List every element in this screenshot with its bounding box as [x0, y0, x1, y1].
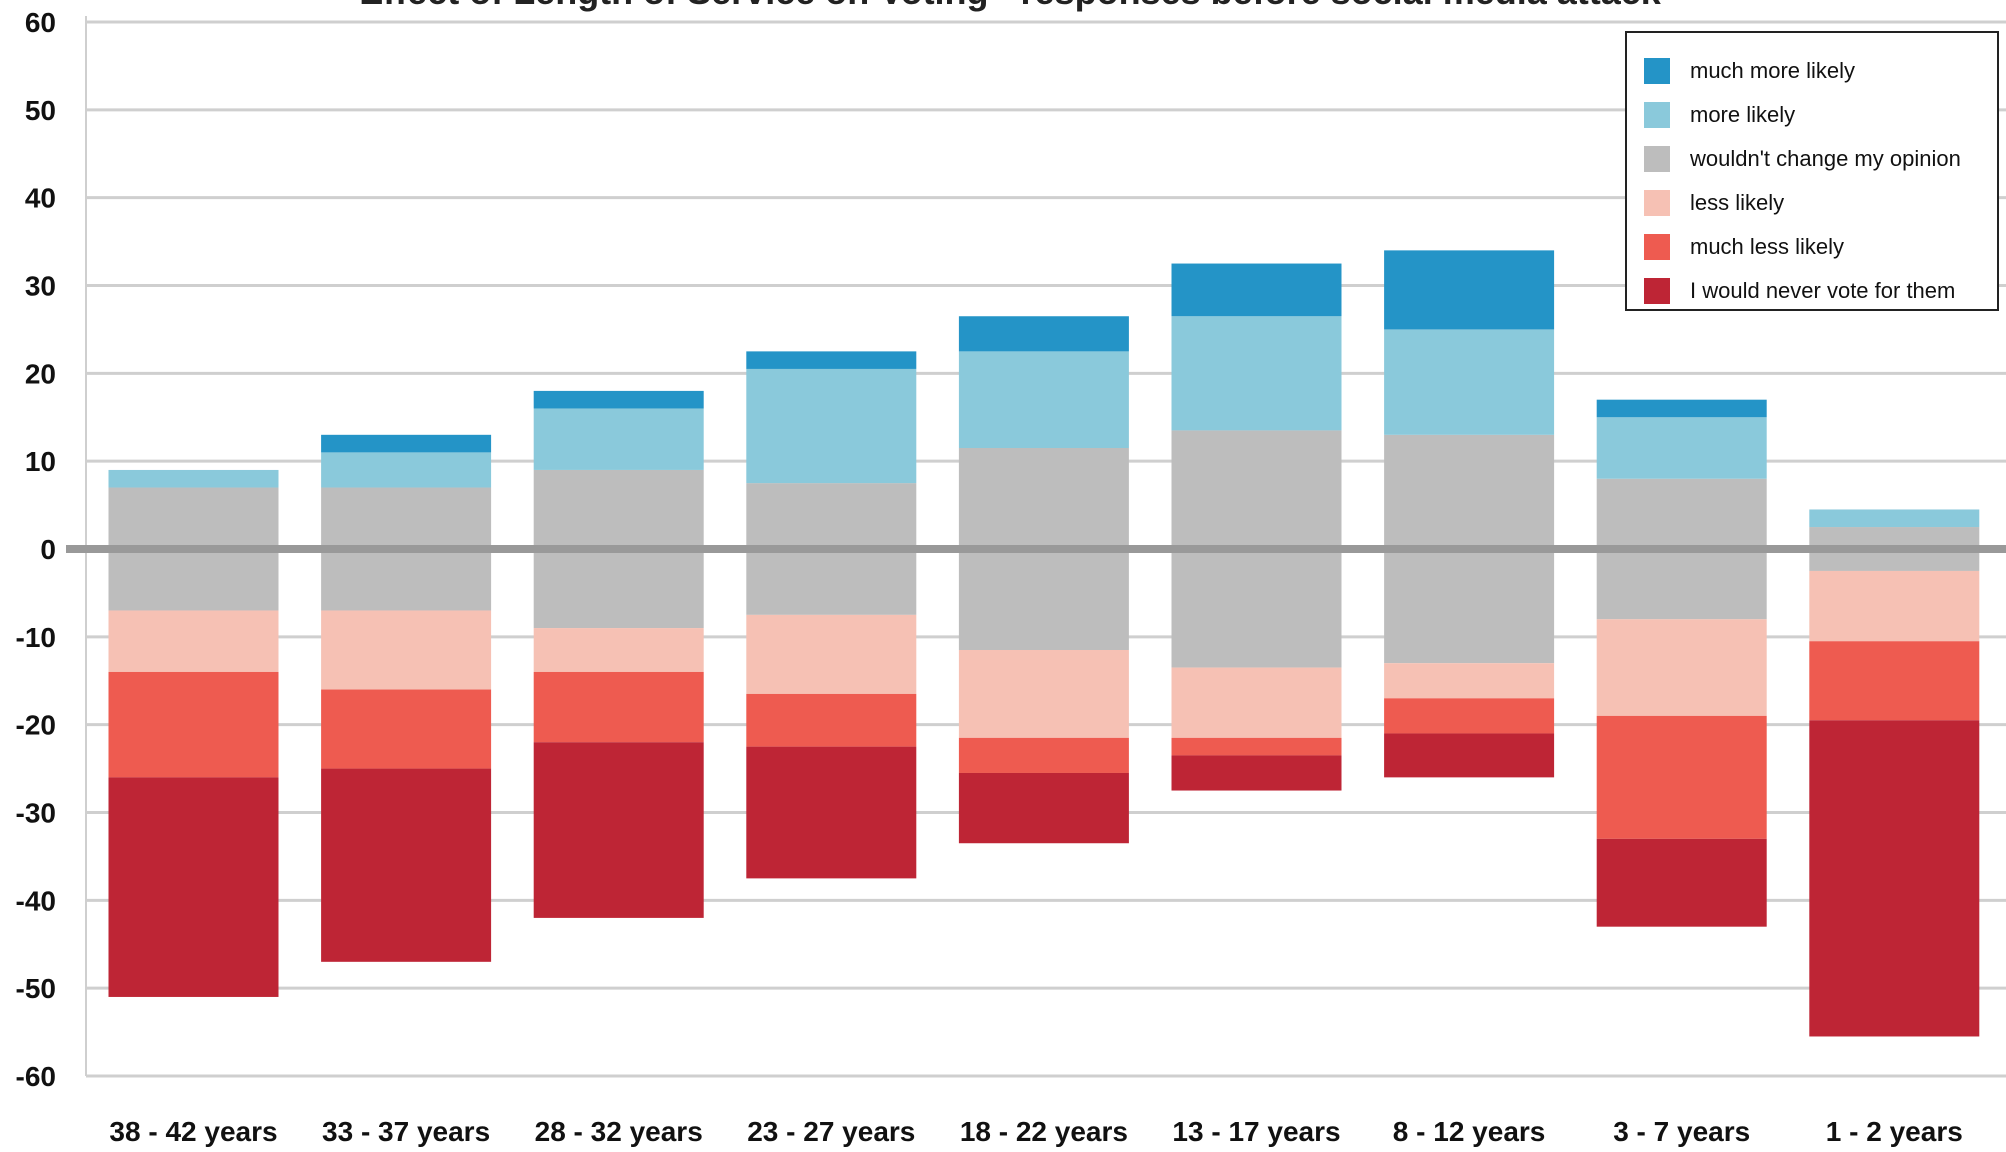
y-tick-label: 60	[25, 7, 56, 38]
bar-group	[533, 390, 704, 918]
bar-segment-positive	[533, 390, 704, 409]
bar-segment-negative	[1384, 698, 1555, 734]
bar-segment-negative	[746, 693, 917, 747]
legend: much more likely more likely wouldn't chan…	[1625, 31, 1999, 311]
bar-segment-negative	[1596, 619, 1767, 716]
bar-segment-negative	[108, 671, 279, 778]
legend-label: more likely	[1690, 102, 1795, 127]
bar-segment-positive	[1596, 417, 1767, 479]
y-tick-label: -50	[16, 973, 56, 1004]
bar-segment-positive	[1171, 263, 1342, 317]
chart-title: Effect of Length of Service on Voting - …	[359, 0, 1662, 12]
bar-segment-positive	[1384, 250, 1555, 330]
bar-segment-positive	[321, 452, 492, 488]
bar-segment-positive	[746, 368, 917, 484]
x-category-label: 23 - 27 years	[747, 1116, 915, 1147]
y-tick-label: 0	[40, 534, 56, 565]
x-category-label: 13 - 17 years	[1172, 1116, 1340, 1147]
x-category-label: 18 - 22 years	[960, 1116, 1128, 1147]
bar-segment-positive	[958, 351, 1129, 448]
y-tick-label: -20	[16, 710, 56, 741]
y-tick-label: 40	[25, 183, 56, 214]
bar-segment-positive	[1171, 316, 1342, 431]
bar-segment-negative	[746, 746, 917, 879]
x-category-label: 3 - 7 years	[1613, 1116, 1750, 1147]
bar-segment-negative	[1809, 720, 1980, 1037]
bar-segment-negative	[533, 628, 704, 672]
legend-label: I would never vote for them	[1690, 278, 1955, 303]
legend-swatch	[1644, 58, 1670, 84]
bar-segment-negative	[108, 777, 279, 997]
y-tick-label: 10	[25, 446, 56, 477]
y-tick-label: -10	[16, 622, 56, 653]
legend-box	[1625, 31, 1999, 311]
bar-segment-negative	[1809, 570, 1980, 642]
bar-segment-positive	[533, 408, 704, 470]
bar-segment-positive	[1384, 329, 1555, 435]
bar-segment-positive	[321, 434, 492, 453]
y-tick-label: 20	[25, 358, 56, 389]
legend-swatch	[1644, 190, 1670, 216]
bar-segment-negative	[533, 742, 704, 918]
bar-segment-negative	[1171, 755, 1342, 791]
legend-swatch	[1644, 102, 1670, 128]
y-tick-label: -30	[16, 798, 56, 829]
bar-segment-positive	[958, 316, 1129, 352]
bar-segment-negative	[1384, 663, 1555, 699]
bar-segment-negative	[1809, 641, 1980, 721]
bar-segment-negative	[1384, 733, 1555, 778]
bar-segment-negative	[1171, 737, 1342, 756]
legend-label: wouldn't change my opinion	[1689, 146, 1961, 171]
legend-label: much less likely	[1690, 234, 1844, 259]
bar-segment-positive	[1809, 509, 1980, 528]
x-category-label: 8 - 12 years	[1393, 1116, 1546, 1147]
legend-label: much more likely	[1690, 58, 1855, 83]
legend-label: less likely	[1690, 190, 1784, 215]
bar-group	[321, 434, 492, 962]
x-category-label: 38 - 42 years	[109, 1116, 277, 1147]
bar-segment-negative	[321, 610, 492, 690]
bar-group	[1384, 250, 1555, 778]
bar-segment-positive	[1596, 399, 1767, 418]
legend-swatch	[1644, 278, 1670, 304]
bar-group	[958, 316, 1129, 844]
bar-group	[746, 351, 917, 879]
legend-swatch	[1644, 234, 1670, 260]
x-category-label: 33 - 37 years	[322, 1116, 490, 1147]
bar-segment-negative	[958, 772, 1129, 844]
y-tick-label: -40	[16, 885, 56, 916]
bar-segment-negative	[533, 671, 704, 743]
bar-segment-negative	[1596, 838, 1767, 927]
bar-group	[1596, 399, 1767, 927]
bar-group	[1809, 509, 1980, 1037]
bar-segment-positive	[108, 469, 279, 488]
bar-segment-negative	[321, 768, 492, 962]
bar-segment-negative	[958, 737, 1129, 773]
legend-swatch	[1644, 146, 1670, 172]
bar-segment-negative	[108, 610, 279, 672]
bar-group	[1171, 263, 1342, 791]
y-tick-label: 30	[25, 271, 56, 302]
bar-segment-negative	[746, 614, 917, 694]
bar-segment-negative	[958, 650, 1129, 738]
bar-segment-positive	[746, 351, 917, 369]
y-tick-label: -60	[16, 1061, 56, 1092]
x-category-label: 28 - 32 years	[535, 1116, 703, 1147]
y-tick-label: 50	[25, 95, 56, 126]
bar-segment-negative	[1596, 715, 1767, 839]
x-category-label: 1 - 2 years	[1826, 1116, 1963, 1147]
bar-segment-negative	[1171, 667, 1342, 738]
bar-segment-negative	[321, 689, 492, 769]
